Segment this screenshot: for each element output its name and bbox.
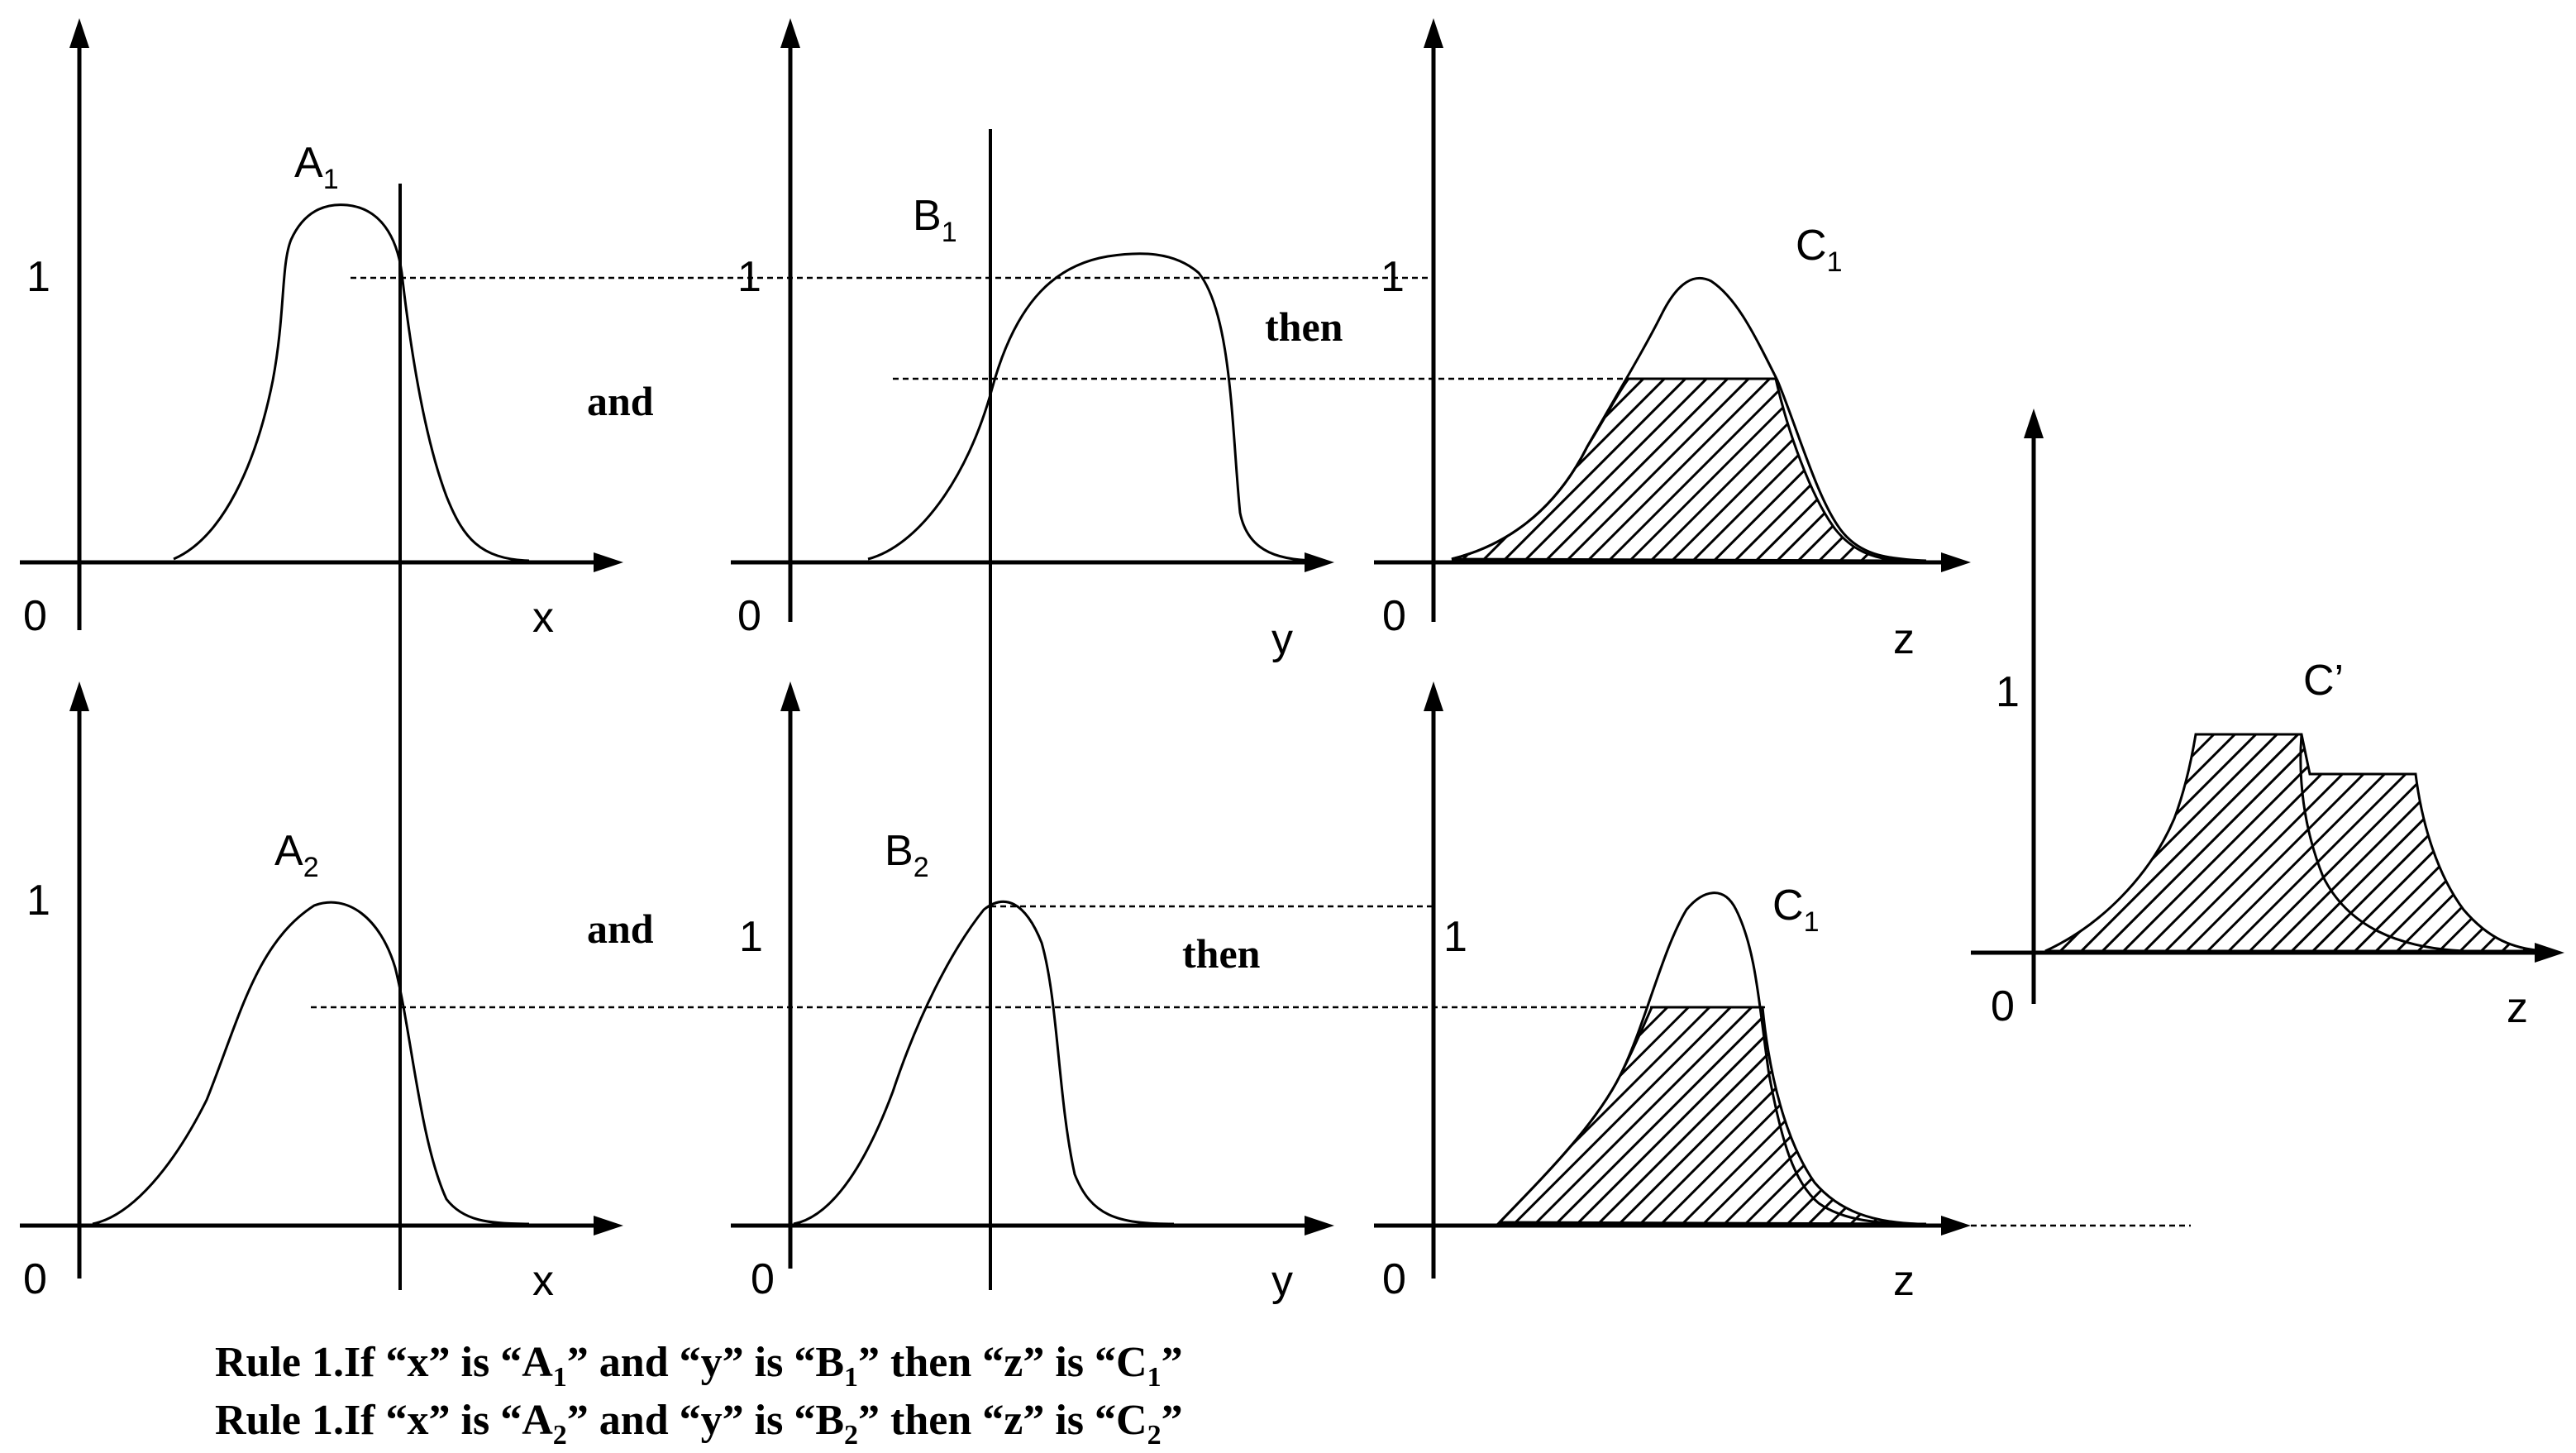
one-label-c1: 1	[1381, 253, 1405, 301]
curve-b2	[793, 901, 1175, 1226]
one-label-a2: 1	[26, 877, 50, 925]
c1-clipped-area	[1451, 377, 1902, 562]
set-labels: A1 B1 C1 A2 B2 C1 C’	[274, 139, 2344, 938]
input-lines	[398, 129, 992, 1290]
connector-and-2: and	[587, 906, 654, 952]
origin-label-c1: 0	[1382, 592, 1406, 640]
origin-label-a1: 0	[23, 592, 47, 640]
output-aggregate-area	[2044, 733, 2547, 953]
label-a1: A1	[294, 139, 339, 195]
origin-label-b2: 0	[751, 1255, 775, 1303]
origin-label-c2: 0	[1382, 1255, 1406, 1303]
axis-label-x1: x	[532, 594, 554, 642]
axis-label-z2: z	[1893, 1257, 1915, 1305]
axis-label-z-output: z	[2507, 984, 2528, 1032]
label-a2: A2	[274, 827, 319, 883]
connector-then-1: then	[1265, 304, 1343, 350]
curve-c1	[1451, 276, 1927, 562]
rule-line-1: Rule 1.If “x” is “A1” and “y” is “B1” th…	[215, 1339, 1183, 1393]
label-b2: B2	[885, 827, 929, 883]
origin-label-output: 0	[1991, 982, 2015, 1030]
axes	[20, 18, 2564, 1279]
label-c-prime: C’	[2303, 657, 2344, 705]
label-b1: B1	[913, 192, 957, 248]
rules: Rule 1.If “x” is “A1” and “y” is “B1” th…	[215, 1339, 1183, 1451]
hatched-regions	[1451, 377, 2547, 1226]
axis-label-y2: y	[1271, 1257, 1293, 1305]
axis-text: 0 0 0 0 0 0 0 1 1 1 1 1 1 1 x y z x y z …	[23, 253, 2528, 1305]
axis-label-z1: z	[1893, 615, 1915, 663]
curve-b1	[867, 252, 1324, 562]
connector-then-2: then	[1182, 930, 1261, 977]
one-label-b2: 1	[739, 913, 763, 961]
one-label-a1: 1	[26, 253, 50, 301]
label-c2: C1	[1772, 882, 1819, 938]
one-label-output: 1	[1996, 668, 2020, 716]
origin-label-a2: 0	[23, 1255, 47, 1303]
axis-label-x2: x	[532, 1257, 554, 1305]
curve-a2	[92, 901, 530, 1226]
membership-curves	[92, 203, 2464, 1226]
origin-label-b1: 0	[737, 592, 761, 640]
axis-label-y1: y	[1271, 615, 1293, 663]
curve-a1	[173, 203, 530, 562]
rule-line-2: Rule 1.If “x” is “A2” and “y” is “B2” th…	[215, 1397, 1183, 1451]
label-c1: C1	[1796, 222, 1842, 278]
one-label-c2: 1	[1443, 913, 1467, 961]
one-label-b1: 1	[737, 253, 761, 301]
c2-clipped-area	[1496, 1006, 1919, 1226]
connector-and-1: and	[587, 378, 654, 424]
curve-c2	[1498, 891, 1927, 1226]
connector-words: and then and then	[587, 304, 1343, 977]
curve-output-overlap	[2299, 734, 2464, 953]
